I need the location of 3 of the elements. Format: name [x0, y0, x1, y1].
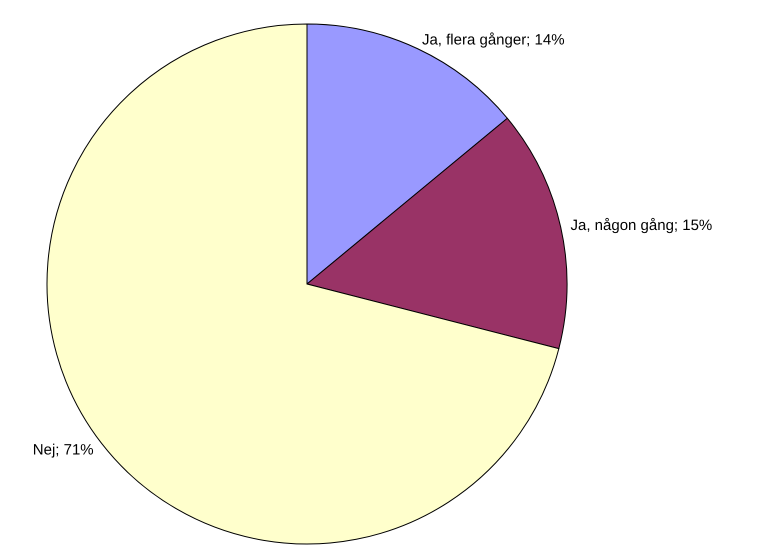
slice-label: Nej; 71% [32, 441, 94, 458]
slice-label: Ja, flera gånger; 14% [422, 32, 565, 49]
slice-label: Ja, någon gång; 15% [570, 217, 712, 234]
